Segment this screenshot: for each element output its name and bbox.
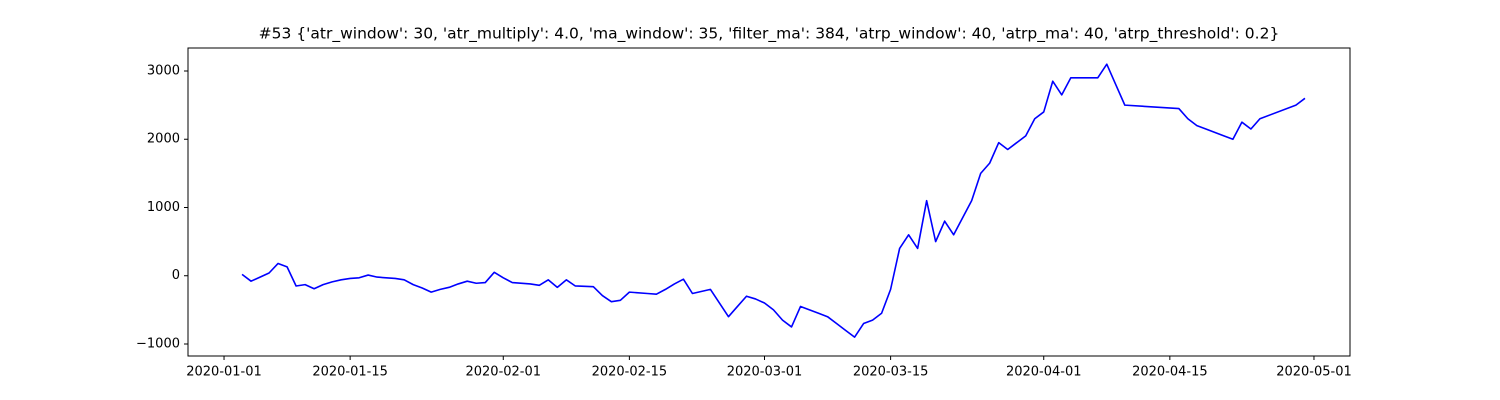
line-series bbox=[241, 63, 1306, 338]
x-tick-label: 2020-04-15 bbox=[1132, 365, 1208, 380]
x-tick-label: 2020-01-01 bbox=[186, 365, 262, 380]
x-tick-label: 2020-01-15 bbox=[312, 365, 388, 380]
y-tick-label: 3000 bbox=[147, 63, 180, 78]
chart-title: #53 {'atr_window': 30, 'atr_multiply': 4… bbox=[259, 25, 1280, 44]
x-tick-label: 2020-04-01 bbox=[1006, 365, 1082, 380]
y-tick-label: −1000 bbox=[136, 336, 180, 351]
plot-frame bbox=[187, 47, 1351, 357]
x-tick-label: 2020-02-15 bbox=[592, 365, 668, 380]
x-tick-label: 2020-05-01 bbox=[1276, 365, 1352, 380]
y-tick-label: 2000 bbox=[147, 132, 180, 147]
y-tick-label: 1000 bbox=[147, 200, 180, 215]
y-tick-label: 0 bbox=[172, 268, 180, 283]
x-tick-label: 2020-02-01 bbox=[465, 365, 541, 380]
x-tick-label: 2020-03-01 bbox=[727, 365, 803, 380]
x-tick-label: 2020-03-15 bbox=[853, 365, 929, 380]
